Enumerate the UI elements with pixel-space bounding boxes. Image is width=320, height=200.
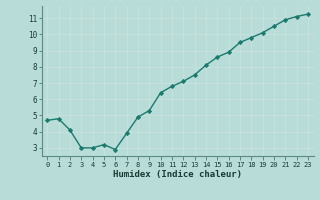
X-axis label: Humidex (Indice chaleur): Humidex (Indice chaleur) bbox=[113, 170, 242, 179]
